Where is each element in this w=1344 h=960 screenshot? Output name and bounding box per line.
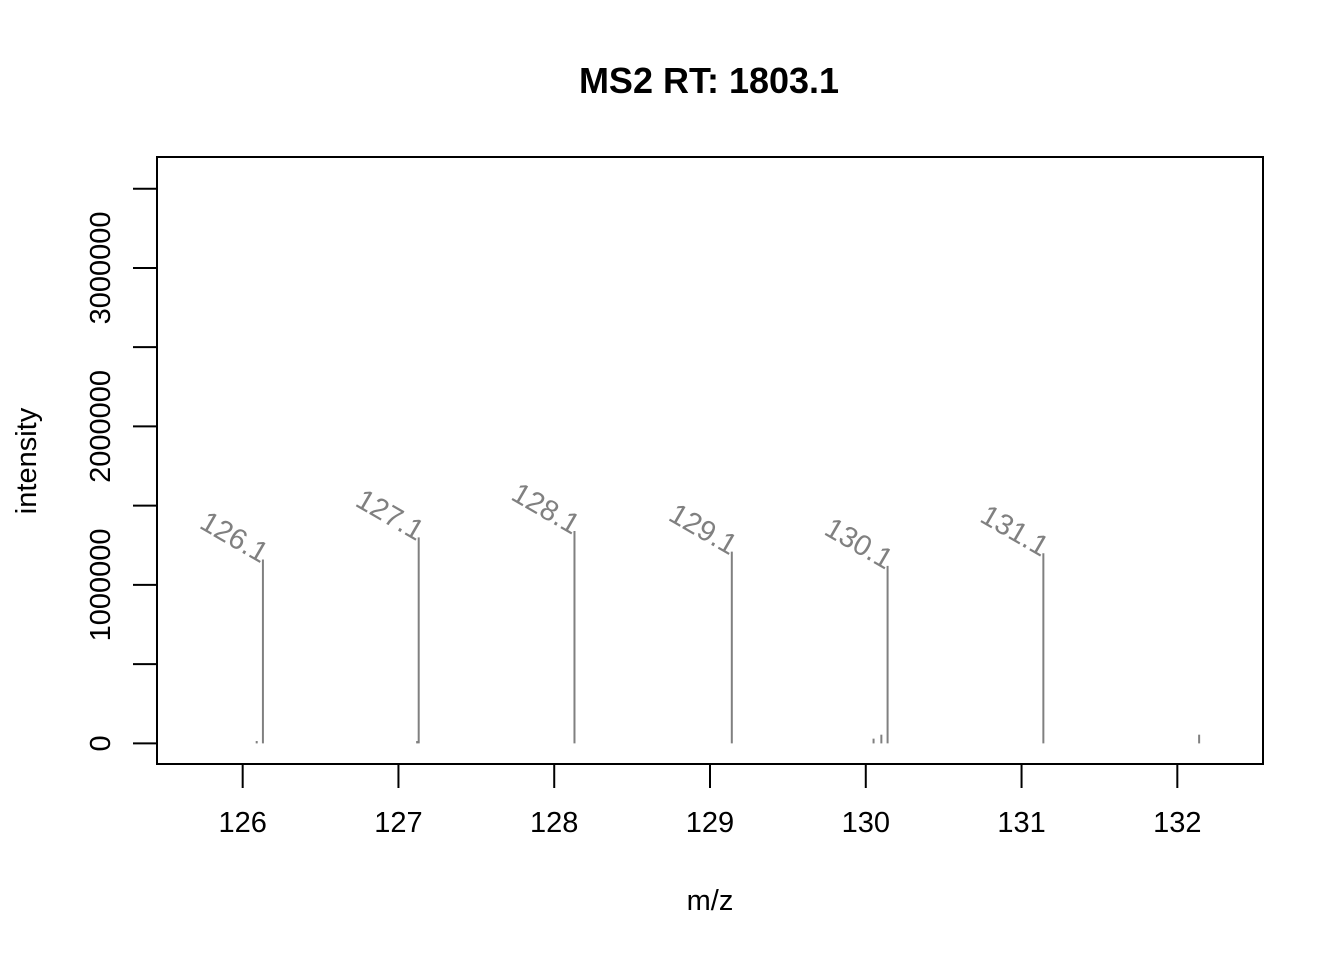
peaks-group: [255, 531, 1201, 744]
x-tick-label: 132: [1153, 807, 1201, 839]
y-tick-label: 2000000: [85, 370, 117, 483]
x-axis: 126 127 128 129 130 131 132: [218, 763, 1202, 839]
y-axis: 0 1000000 2000000 3000000: [85, 187, 158, 751]
peak-label: 131.1: [975, 499, 1054, 563]
peak-labels-group: 126.1 127.1 128.1 129.1 130.1 131.1: [195, 477, 1054, 576]
y-tick-label: 3000000: [85, 211, 117, 324]
y-tick-label: 1000000: [85, 528, 117, 641]
x-tick-label: 130: [842, 807, 890, 839]
y-axis-label: intensity: [11, 407, 43, 514]
x-tick-label: 126: [218, 807, 266, 839]
x-axis-label: m/z: [687, 885, 734, 917]
peak-label: 128.1: [506, 477, 585, 541]
peak-label: 129.1: [663, 498, 742, 562]
peak-label: 130.1: [819, 512, 898, 576]
y-tick-label: 0: [85, 735, 117, 751]
chart-title: MS2 RT: 1803.1: [579, 60, 839, 101]
x-tick-label: 129: [686, 807, 734, 839]
x-tick-label: 128: [530, 807, 578, 839]
plot-frame: [156, 156, 1264, 765]
peak-label: 127.1: [350, 483, 429, 547]
x-tick-label: 127: [374, 807, 422, 839]
x-tick-label: 131: [997, 807, 1045, 839]
peak-label: 126.1: [195, 506, 274, 570]
